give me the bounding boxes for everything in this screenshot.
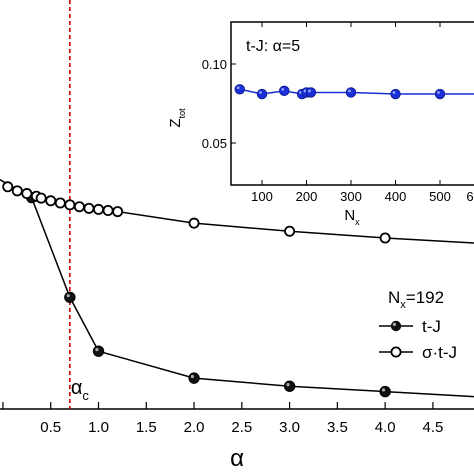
main-x-axis-ticks: 0.5 1.0 1.5 2.0 2.5 3.0 3.5 4.0 4.5 xyxy=(2,402,443,436)
main-x-tick-label: 1.5 xyxy=(136,419,157,436)
main-x-tick-label: 2.0 xyxy=(184,419,205,436)
data-point xyxy=(64,199,76,211)
main-x-tick-label: 3.0 xyxy=(279,419,300,436)
inset-x-tick-label: 400 xyxy=(385,189,407,204)
inset-x-tick-label: 300 xyxy=(340,189,362,204)
inset-x-tick-label: 200 xyxy=(296,189,318,204)
legend: Nx=192 t-J σ·t-J xyxy=(379,288,457,362)
data-point xyxy=(102,204,114,216)
data-point-highlight xyxy=(190,374,195,379)
inset-data-point xyxy=(256,88,268,100)
inset-data-point-highlight xyxy=(236,86,240,90)
inset-data-point xyxy=(234,84,245,95)
data-point xyxy=(92,345,105,357)
inset-x-tick-label: 500 xyxy=(429,189,451,204)
inset-chart: 100 200 300 400 500 6 0.05 0.10 t-J: α=5 Nx Ztot xyxy=(167,21,474,227)
legend-label-t-j: t-J xyxy=(422,317,441,336)
main-x-tick-label: 2.5 xyxy=(231,419,252,436)
inset-data-point xyxy=(345,87,357,98)
legend-label-sigma-t-j: σ·t-J xyxy=(422,343,457,362)
inset-data-point-highlight xyxy=(392,91,396,94)
inset-x-axis-label: Nx xyxy=(344,207,360,227)
inset-data-point xyxy=(279,85,290,97)
legend-marker-t-j xyxy=(390,320,402,332)
data-point xyxy=(379,232,391,244)
inset-data-point-highlight xyxy=(299,91,302,94)
legend-title: Nx=192 xyxy=(388,288,444,311)
main-x-tick-label: 3.5 xyxy=(327,419,348,436)
inset-data-point-highlight xyxy=(281,87,285,91)
inset-x-tick-label: 6 xyxy=(466,189,473,204)
data-point-highlight xyxy=(95,347,99,352)
series-t-j xyxy=(0,178,474,398)
data-point xyxy=(379,385,391,398)
inset-y-tick-label: 0.10 xyxy=(202,57,227,72)
main-x-tick-label: 0.5 xyxy=(40,419,61,436)
data-point-highlight xyxy=(66,294,70,298)
main-plot-series xyxy=(0,178,474,398)
inset-data-point xyxy=(305,87,317,98)
inset-data-point-highlight xyxy=(348,89,351,93)
data-point xyxy=(283,380,296,392)
inset-data-point-highlight xyxy=(259,91,262,94)
inset-frame xyxy=(230,21,474,186)
data-point xyxy=(112,206,124,218)
data-point xyxy=(73,201,85,213)
legend-marker-sigma-t-j xyxy=(390,346,402,358)
inset-data-point-highlight xyxy=(308,89,311,93)
data-point xyxy=(35,192,47,204)
inset-x-tick-label: 100 xyxy=(251,189,273,204)
data-point xyxy=(21,188,33,200)
data-point xyxy=(11,185,23,197)
data-point-highlight xyxy=(381,388,386,392)
data-point xyxy=(83,202,95,214)
series-sigma-t-j xyxy=(2,181,474,244)
main-x-tick-label: 4.5 xyxy=(422,419,443,436)
data-point xyxy=(188,372,200,384)
data-point xyxy=(284,225,296,237)
data-point xyxy=(54,197,66,209)
main-x-tick-label: 1.0 xyxy=(88,419,109,436)
legend-marker-highlight xyxy=(392,322,396,326)
main-x-axis-label: α xyxy=(230,445,244,472)
main-x-tick-label: 4.0 xyxy=(375,419,396,436)
data-point-highlight xyxy=(286,383,290,387)
inset-y-axis-label: Ztot xyxy=(167,108,187,128)
inset-data-point xyxy=(390,88,401,100)
inset-series xyxy=(234,84,474,100)
data-point xyxy=(93,203,105,215)
inset-data-point xyxy=(434,88,446,100)
inset-title: t-J: α=5 xyxy=(246,38,300,55)
inset-y-tick-label: 0.05 xyxy=(202,136,227,151)
inset-data-point-highlight xyxy=(437,91,440,94)
data-point xyxy=(2,181,14,193)
data-point xyxy=(64,291,76,303)
inset-data-point-highlight xyxy=(303,89,307,93)
data-point xyxy=(188,217,200,229)
critical-alpha-label: αc xyxy=(71,377,90,403)
data-point xyxy=(45,195,57,207)
series-line xyxy=(0,178,474,398)
